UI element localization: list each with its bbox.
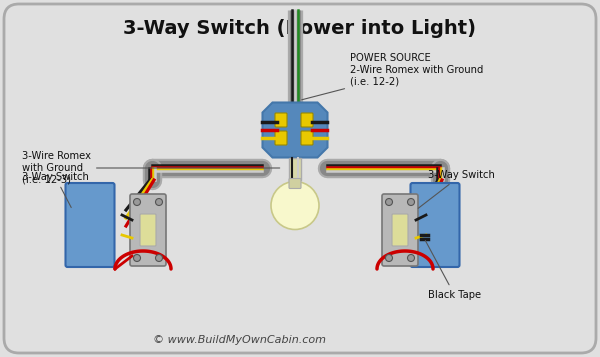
FancyBboxPatch shape xyxy=(65,183,115,267)
FancyBboxPatch shape xyxy=(275,113,287,127)
Circle shape xyxy=(407,198,415,206)
Text: 3-Way Switch: 3-Way Switch xyxy=(418,170,495,208)
FancyBboxPatch shape xyxy=(410,183,460,267)
Text: 3-Wire Romex
with Ground
(i.e. 12-3): 3-Wire Romex with Ground (i.e. 12-3) xyxy=(22,151,280,185)
Circle shape xyxy=(385,255,392,261)
Text: 3-Way Switch (Power into Light): 3-Way Switch (Power into Light) xyxy=(124,19,476,37)
FancyBboxPatch shape xyxy=(382,194,418,266)
FancyBboxPatch shape xyxy=(301,131,313,145)
FancyBboxPatch shape xyxy=(301,113,313,127)
FancyBboxPatch shape xyxy=(392,214,408,246)
FancyBboxPatch shape xyxy=(140,214,156,246)
Circle shape xyxy=(407,255,415,261)
FancyBboxPatch shape xyxy=(289,178,301,188)
Circle shape xyxy=(133,255,140,261)
Circle shape xyxy=(155,198,163,206)
Text: Black Tape: Black Tape xyxy=(425,241,481,300)
FancyBboxPatch shape xyxy=(289,157,301,180)
Circle shape xyxy=(271,181,319,230)
Text: 3-Way Switch: 3-Way Switch xyxy=(22,172,89,207)
Text: POWER SOURCE
2-Wire Romex with Ground
(i.e. 12-2): POWER SOURCE 2-Wire Romex with Ground (i… xyxy=(302,54,484,100)
Circle shape xyxy=(133,198,140,206)
Polygon shape xyxy=(262,102,328,157)
Text: © www.BuildMyOwnCabin.com: © www.BuildMyOwnCabin.com xyxy=(154,335,326,345)
FancyBboxPatch shape xyxy=(4,4,596,353)
Circle shape xyxy=(385,198,392,206)
FancyBboxPatch shape xyxy=(275,131,287,145)
Circle shape xyxy=(155,255,163,261)
FancyBboxPatch shape xyxy=(130,194,166,266)
